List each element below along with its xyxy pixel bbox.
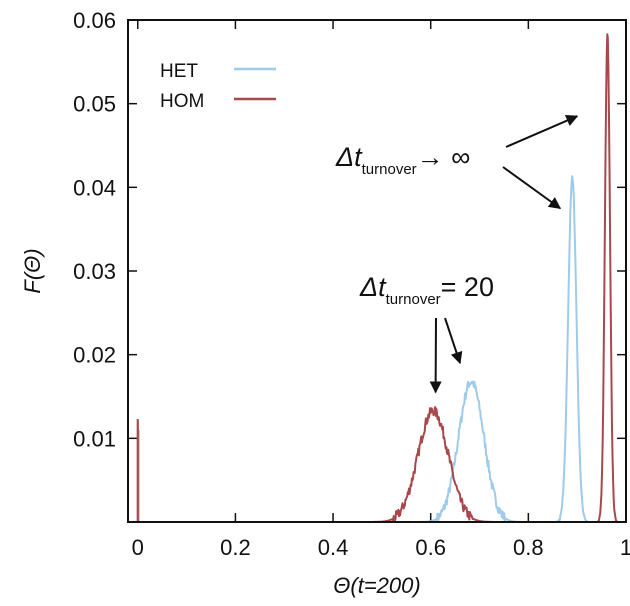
annotation-20-delta: Δt bbox=[359, 272, 387, 302]
series-peak-curve bbox=[596, 33, 618, 523]
x-axis-title: Θ(t=200) bbox=[333, 573, 420, 598]
annotation-turnover-infinity: Δtturnover→ ∞ bbox=[335, 114, 579, 210]
y-tick-label: 0.01 bbox=[73, 426, 116, 451]
annotation-20-value: = 20 bbox=[441, 272, 494, 302]
annotation-inf-value: → ∞ bbox=[417, 142, 471, 172]
series-peak-curve bbox=[372, 406, 494, 523]
x-tick-label: 0 bbox=[132, 535, 144, 560]
x-tick-label: 0.4 bbox=[318, 535, 349, 560]
plot-frame bbox=[127, 19, 627, 523]
x-tick-label: 1 bbox=[620, 535, 630, 560]
annotation-inf-delta: Δt bbox=[335, 142, 363, 172]
y-tick-label: 0.02 bbox=[73, 343, 116, 368]
series-peak-curve bbox=[420, 380, 523, 523]
series-het bbox=[137, 175, 589, 523]
y-tick-label: 0.06 bbox=[73, 8, 116, 33]
y-tick-label: 0.05 bbox=[73, 92, 116, 117]
annotation-inf-arrow-upper bbox=[505, 114, 579, 148]
y-axis-title: F(Θ) bbox=[20, 248, 45, 293]
y-axis-ticks: 0.01 0.02 0.03 0.04 0.05 0.06 bbox=[73, 8, 626, 451]
annotation-20-arrow-right bbox=[444, 317, 463, 365]
annotation-inf-subscript: turnover bbox=[362, 161, 417, 178]
x-tick-label: 0.2 bbox=[220, 535, 251, 560]
annotation-turnover-20: Δtturnover= 20 bbox=[359, 272, 494, 394]
annotation-inf-arrow-lower bbox=[502, 166, 562, 210]
series-layer bbox=[136, 33, 618, 523]
svg-text:Δtturnover→ ∞: Δtturnover→ ∞ bbox=[335, 142, 470, 178]
legend: HET HOM bbox=[160, 61, 276, 112]
series-peak-curve bbox=[555, 175, 589, 523]
legend-label-het: HET bbox=[160, 61, 198, 82]
y-tick-label: 0.04 bbox=[73, 175, 116, 200]
annotation-20-subscript: turnover bbox=[386, 291, 441, 308]
y-tick-label: 0.03 bbox=[73, 259, 116, 284]
x-tick-label: 0.8 bbox=[513, 535, 544, 560]
series-hom bbox=[136, 33, 618, 523]
x-tick-label: 0.6 bbox=[415, 535, 446, 560]
svg-text:Δtturnover= 20: Δtturnover= 20 bbox=[359, 272, 494, 308]
legend-label-hom: HOM bbox=[160, 91, 204, 112]
